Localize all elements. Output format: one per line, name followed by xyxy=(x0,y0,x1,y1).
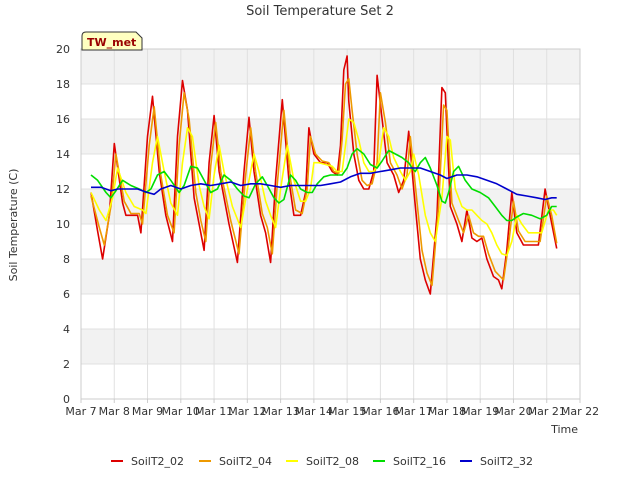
plot-frame xyxy=(80,48,581,400)
y-axis-label: Soil Temperature (C) xyxy=(7,169,20,282)
series-lines xyxy=(90,55,558,295)
x-tick-label: Mar 22 xyxy=(561,405,599,418)
legend: SoilT2_02 SoilT2_04 SoilT2_08 SoilT2_16 Soil… xyxy=(111,455,533,468)
y-tick-label: 0 xyxy=(63,393,70,406)
y-tick-label: 18 xyxy=(56,78,70,91)
x-axis-label: Time xyxy=(550,423,578,436)
y-axis-ticks: 0 2 4 6 8 10 12 14 16 18 20 xyxy=(56,43,70,406)
x-tick-label: Mar 17 xyxy=(395,405,433,418)
x-tick-label: Mar 12 xyxy=(228,405,266,418)
y-tick-label: 8 xyxy=(63,253,70,266)
x-tick-label: Mar 20 xyxy=(494,405,532,418)
y-tick-label: 12 xyxy=(56,183,70,196)
x-tick-label: Mar 18 xyxy=(428,405,466,418)
y-tick-label: 20 xyxy=(56,43,70,56)
series-line-soilt2_16 xyxy=(90,147,557,222)
x-tick-label: Mar 19 xyxy=(461,405,499,418)
y-tick-label: 10 xyxy=(56,218,70,231)
x-tick-label: Mar 10 xyxy=(162,405,200,418)
legend-label: SoilT2_08 xyxy=(306,455,359,468)
x-tick-label: Mar 16 xyxy=(361,405,399,418)
chart-title: Soil Temperature Set 2 xyxy=(246,4,394,19)
series-line-soilt2_08 xyxy=(90,118,558,257)
y-tick-label: 2 xyxy=(63,358,70,371)
series-line-soilt2_32 xyxy=(91,167,557,201)
x-tick-label: Mar 21 xyxy=(528,405,566,418)
legend-label: SoilT2_02 xyxy=(131,455,184,468)
grid-band xyxy=(81,329,580,364)
x-tick-label: Mar 9 xyxy=(132,405,163,418)
legend-label: SoilT2_32 xyxy=(480,455,533,468)
y-tick-label: 4 xyxy=(63,323,70,336)
x-tick-label: Mar 13 xyxy=(261,405,299,418)
station-label: TW_met xyxy=(87,36,136,49)
x-tick-label: Mar 8 xyxy=(99,405,130,418)
x-tick-label: Mar 15 xyxy=(328,405,366,418)
x-tick-label: Mar 14 xyxy=(295,405,333,418)
station-label-box: TW_met xyxy=(81,31,143,51)
grid-band xyxy=(81,119,580,154)
grid-band xyxy=(81,259,580,294)
legend-label: SoilT2_16 xyxy=(393,455,446,468)
x-tick-label: Mar 11 xyxy=(195,405,233,418)
legend-label: SoilT2_04 xyxy=(219,455,272,468)
y-tick-label: 16 xyxy=(56,113,70,126)
y-tick-label: 14 xyxy=(56,148,70,161)
grid-band xyxy=(81,49,580,84)
station-label-background xyxy=(81,31,143,51)
series-line-soilt2_04 xyxy=(90,78,558,287)
y-tick-label: 6 xyxy=(63,288,70,301)
grid-bands xyxy=(81,49,580,364)
series-line-soilt2_02 xyxy=(90,55,558,295)
x-tick-label: Mar 7 xyxy=(65,405,96,418)
